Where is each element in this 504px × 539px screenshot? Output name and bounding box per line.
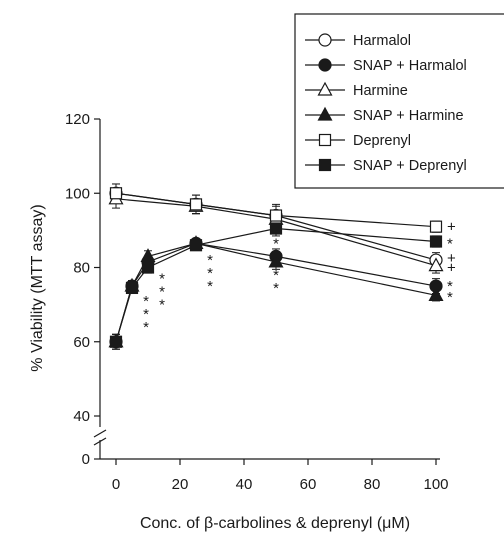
data-markers	[108, 186, 444, 349]
y-tick-label: 100	[65, 185, 90, 202]
legend-item-label: SNAP + Deprenyl	[353, 158, 467, 174]
series-line	[115, 192, 437, 228]
legend-marker	[317, 106, 333, 121]
legend-item-label: Harmine	[353, 83, 408, 99]
y-tick-label: 0	[82, 451, 90, 468]
legend-marker	[318, 133, 332, 147]
series-line	[115, 227, 437, 342]
data-point	[125, 281, 139, 295]
significance-mark: *	[447, 235, 453, 252]
legend-item-label: SNAP + Harmine	[353, 108, 464, 124]
data-point	[429, 220, 443, 233]
series-lines	[115, 192, 437, 342]
legend-marker	[317, 81, 333, 96]
axis-break-mark	[93, 429, 107, 438]
data-point	[141, 261, 155, 274]
significance-mark: +	[447, 250, 456, 267]
significance-mark: *	[159, 271, 165, 288]
data-point	[189, 239, 203, 252]
y-tick-label: 80	[73, 260, 90, 277]
data-point	[189, 198, 203, 211]
data-point	[109, 335, 123, 348]
data-point	[269, 209, 283, 222]
axes	[93, 118, 440, 465]
significance-mark: *	[143, 319, 149, 336]
axis-break-mark	[93, 437, 107, 446]
significance-mark: +	[447, 219, 456, 236]
significance-mark: +	[447, 260, 456, 277]
significance-mark: *	[159, 284, 165, 301]
significance-mark: *	[207, 252, 213, 269]
y-axis-label: % Viability (MTT assay)	[29, 204, 46, 371]
data-point	[140, 248, 156, 262]
legend-marker	[318, 58, 332, 72]
significance-mark: *	[273, 235, 279, 252]
significance-mark: *	[447, 289, 453, 306]
significance-mark: *	[273, 267, 279, 284]
significance-mark: *	[447, 278, 453, 295]
data-point	[109, 187, 123, 200]
x-tick-label: 20	[172, 476, 189, 493]
y-tick-label: 120	[65, 111, 90, 128]
y-tick-label: 60	[73, 334, 90, 351]
data-point	[269, 222, 283, 235]
data-point	[428, 257, 444, 272]
x-tick-label: 0	[112, 476, 120, 493]
legend: Harmalol SNAP + Harmalol Harmine SNAP + Har…	[294, 13, 504, 189]
x-axis-label: Conc. of β-carbolines & deprenyl (μM)	[140, 515, 410, 532]
legend-marker	[318, 33, 332, 47]
y-tick-label: 40	[73, 408, 90, 425]
significance-mark: *	[207, 265, 213, 282]
significance-mark: *	[143, 306, 149, 323]
x-tick-label: 40	[236, 476, 253, 493]
significance-mark: *	[159, 297, 165, 314]
legend-item-label: SNAP + Harmalol	[353, 58, 467, 74]
x-tick-label: 100	[423, 476, 448, 493]
x-tick-label: 80	[364, 476, 381, 493]
data-point	[429, 235, 443, 248]
data-point	[268, 253, 284, 268]
data-point	[428, 287, 444, 301]
legend-marker	[318, 158, 332, 172]
significance-mark: *	[207, 278, 213, 295]
significance-marks: ************+*++**	[143, 219, 456, 336]
significance-mark: *	[143, 293, 149, 310]
legend-item-label: Harmalol	[353, 33, 411, 49]
tick-labels: 0 40 60 80 100 120 0 20 40 60 80 100	[65, 111, 449, 493]
series-line	[115, 198, 437, 267]
x-tick-label: 60	[300, 476, 317, 493]
significance-mark: *	[273, 280, 279, 297]
legend-item-label: Deprenyl	[353, 133, 411, 149]
